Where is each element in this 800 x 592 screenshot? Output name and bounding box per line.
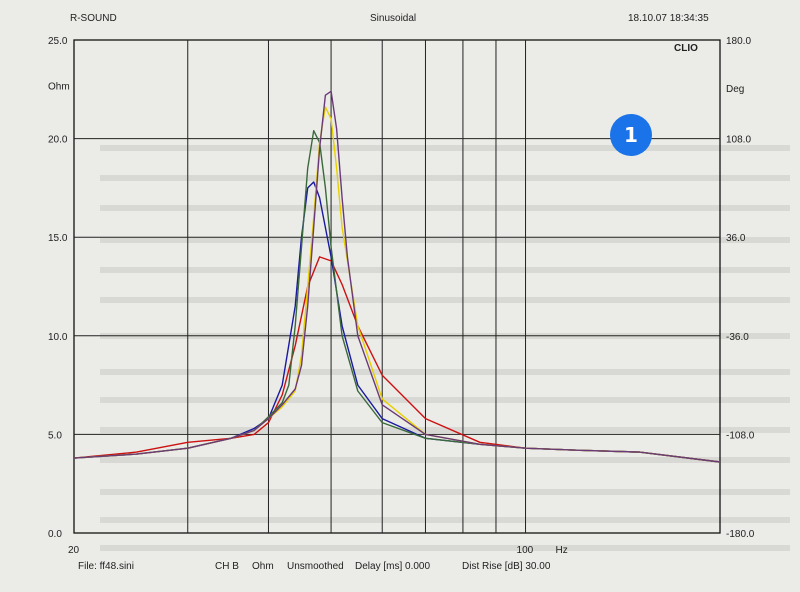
- y2-axis-unit: Deg: [726, 84, 744, 95]
- y-axis-unit: Ohm: [48, 81, 70, 92]
- footer-dist-rise: Dist Rise [dB] 30.00: [462, 561, 551, 572]
- y-tick-label: 15.0: [48, 233, 68, 244]
- impedance-curve-5: [73, 90, 721, 463]
- impedance-curve-4: [73, 106, 721, 463]
- y-tick-label: 5.0: [48, 430, 62, 441]
- x-tick-label: 100: [517, 545, 534, 556]
- x-tick-label: 20: [68, 545, 80, 556]
- app-title: R-SOUND: [70, 13, 117, 24]
- footer-smoothing: Unsmoothed: [287, 561, 344, 572]
- y2-tick-label: 180.0: [726, 36, 751, 47]
- clio-mark: CLIO: [674, 43, 698, 54]
- impedance-curve-3: [73, 130, 721, 463]
- plot-frame: [73, 39, 721, 534]
- footer-delay: Delay [ms] 0.000: [355, 561, 431, 572]
- x-axis-unit: Hz: [556, 545, 568, 556]
- footer-channel: CH B: [215, 561, 239, 572]
- y2-tick-label: -108.0: [726, 430, 755, 441]
- y2-tick-label: 108.0: [726, 135, 751, 146]
- timestamp: 18.10.07 18:34:35: [628, 13, 709, 24]
- y-tick-label: 20.0: [48, 135, 68, 146]
- measurement-mode: Sinusoidal: [370, 13, 417, 24]
- y2-tick-label: -36.0: [726, 332, 749, 343]
- impedance-curve-2: [73, 181, 721, 463]
- y2-tick-label: 36.0: [726, 233, 746, 244]
- impedance-curve-1: [73, 256, 721, 463]
- y-tick-label: 25.0: [48, 36, 68, 47]
- marker-badge[interactable]: 1: [610, 114, 652, 156]
- y-tick-label: 10.0: [48, 332, 68, 343]
- footer-unit: Ohm: [252, 561, 274, 572]
- y2-tick-label: -180.0: [726, 529, 755, 540]
- footer-file: File: ff48.sini: [78, 561, 134, 572]
- y-tick-label: 0.0: [48, 529, 62, 540]
